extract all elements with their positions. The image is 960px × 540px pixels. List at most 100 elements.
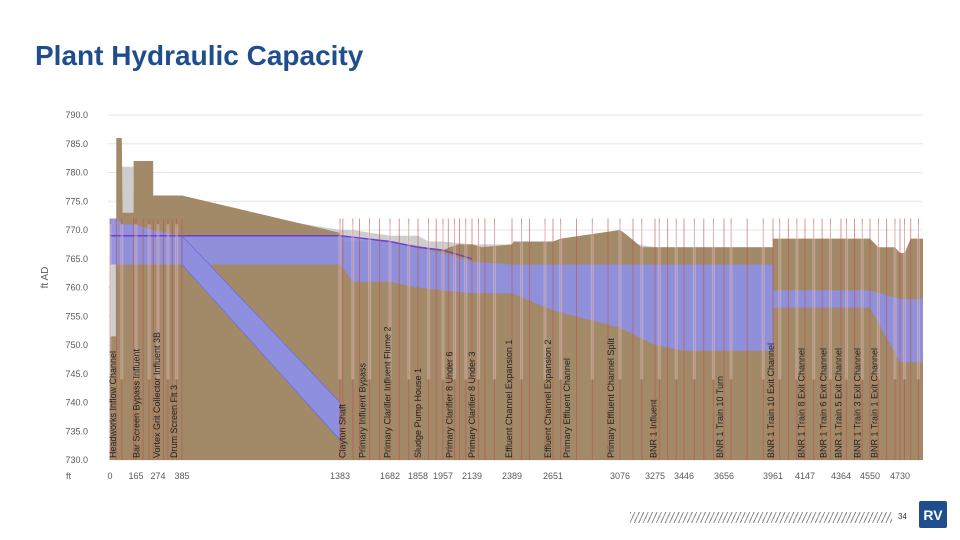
chart-structure-labels: Headworks Inflow Channel Bar Screen Bypas… bbox=[108, 326, 880, 458]
structure-window bbox=[338, 224, 342, 380]
structure-window bbox=[351, 224, 355, 380]
x-axis-label: ft bbox=[66, 471, 72, 481]
page-title: Plant Hydraulic Capacity bbox=[35, 40, 364, 71]
x-tick-label: 2139 bbox=[462, 471, 482, 481]
hgl-band bbox=[110, 218, 923, 363]
y-tick-label: 770.0 bbox=[65, 225, 88, 235]
structure-window bbox=[828, 224, 832, 380]
structure-window bbox=[108, 224, 112, 380]
x-tick-label: 1957 bbox=[433, 471, 453, 481]
structure-window bbox=[876, 224, 880, 380]
x-tick-label: 1682 bbox=[380, 471, 400, 481]
structure-window bbox=[120, 224, 124, 380]
chart-areas bbox=[110, 138, 923, 461]
structure-label: BNR 1 Train 10 Exit Channel bbox=[766, 343, 776, 458]
x-tick-label: 1383 bbox=[330, 471, 350, 481]
structure-window bbox=[453, 224, 457, 380]
structure-label: Bar Screen Bypass Influent bbox=[132, 348, 142, 458]
y-tick-label: 780.0 bbox=[65, 168, 88, 178]
structure-window bbox=[711, 224, 715, 380]
structure-window bbox=[812, 224, 816, 380]
structure-label: BNR 1 Influent bbox=[649, 399, 659, 458]
structure-label: Effluent Channel Expansion 1 bbox=[504, 340, 514, 458]
structure-window bbox=[761, 224, 765, 380]
x-tick-label: 3275 bbox=[645, 471, 665, 481]
structure-window bbox=[441, 224, 445, 380]
y-tick-label: 735.0 bbox=[65, 426, 88, 436]
structure-label: Primary Clarifier 8 Under 3 bbox=[467, 351, 477, 458]
structure-window bbox=[893, 224, 897, 380]
structure-window bbox=[543, 224, 547, 380]
structure-window bbox=[795, 224, 799, 380]
structure-window bbox=[464, 224, 468, 380]
y-tick-label: 745.0 bbox=[65, 369, 88, 379]
y-tick-label: 785.0 bbox=[65, 139, 88, 149]
x-tick-label: 2389 bbox=[502, 471, 522, 481]
structure-label: BNR 1 Train 8 Exit Channel bbox=[797, 348, 807, 458]
structure-window bbox=[729, 224, 733, 380]
x-tick-label: 4364 bbox=[831, 471, 851, 481]
structure-window bbox=[427, 224, 431, 380]
x-tick-label: 4147 bbox=[795, 471, 815, 481]
structure-window bbox=[147, 224, 151, 380]
structure-window bbox=[134, 224, 138, 380]
y-tick-label: 765.0 bbox=[65, 254, 88, 264]
structure-window bbox=[477, 224, 481, 380]
structure-window bbox=[618, 224, 622, 380]
hgl-line bbox=[110, 235, 473, 260]
structure-window bbox=[860, 224, 864, 380]
x-tick-label: 3961 bbox=[763, 471, 783, 481]
structure-window bbox=[845, 224, 849, 380]
structure-label: BNR 1 Train 10 Turn bbox=[715, 376, 725, 458]
svg-text:RV: RV bbox=[923, 507, 943, 523]
chart-axes: 790.0 785.0 780.0 775.0 770.0 765.0 760.0 755.0… bbox=[40, 110, 910, 481]
x-tick-label: 0 bbox=[107, 471, 112, 481]
x-tick-label: 385 bbox=[174, 471, 189, 481]
x-tick-label: 3446 bbox=[674, 471, 694, 481]
structure-window bbox=[903, 224, 907, 380]
y-tick-label: 760.0 bbox=[65, 283, 88, 293]
structure-window bbox=[640, 224, 644, 380]
structure-window bbox=[657, 224, 661, 380]
structure-label: BNR 1 Train 6 Exit Channel bbox=[818, 348, 828, 458]
y-tick-label: 730.0 bbox=[65, 455, 88, 465]
x-tick-label: 2651 bbox=[543, 471, 563, 481]
structure-window bbox=[175, 224, 179, 380]
structure-window bbox=[916, 224, 920, 380]
y-tick-label: 790.0 bbox=[65, 110, 88, 120]
structure-label: Sludge Pump House 1 bbox=[413, 368, 423, 458]
page-number: 34 bbox=[898, 512, 907, 521]
structure-window bbox=[520, 224, 524, 380]
structure-label: Primary Clarifier 8 Under 6 bbox=[445, 351, 455, 458]
x-tick-label: 165 bbox=[128, 471, 143, 481]
structure-label: Headworks Inflow Channel bbox=[108, 351, 118, 458]
structure-label: Primary Clarifier Influent Flume 2 bbox=[383, 326, 393, 458]
structure-label: Clayton Shaft bbox=[338, 403, 348, 458]
structure-window bbox=[156, 224, 160, 380]
y-axis-label: ft AD bbox=[40, 267, 51, 289]
x-tick-label: 4550 bbox=[860, 471, 880, 481]
structure-label: Vortex Grit Collector Influent 3B bbox=[152, 332, 162, 458]
structure-window bbox=[166, 224, 170, 380]
structure-label: Primary Influent Bypass bbox=[358, 362, 368, 458]
x-tick-label: 4730 bbox=[890, 471, 910, 481]
x-tick-label: 274 bbox=[150, 471, 165, 481]
structure-window bbox=[590, 224, 594, 380]
footer-hatch-decoration bbox=[630, 512, 892, 523]
y-tick-label: 750.0 bbox=[65, 340, 88, 350]
y-tick-label: 775.0 bbox=[65, 196, 88, 206]
structure-label: BNR 1 Train 5 Exit Channel bbox=[833, 348, 843, 458]
structure-label: Drum Screen Flt 3 bbox=[169, 385, 179, 458]
structure-label: Primary Effluent Channel Split bbox=[606, 338, 616, 458]
y-tick-label: 740.0 bbox=[65, 398, 88, 408]
structure-window bbox=[778, 224, 782, 380]
structure-window bbox=[559, 224, 563, 380]
structure-window bbox=[674, 224, 678, 380]
structure-label: Primary Effluent Channel bbox=[562, 358, 572, 458]
structure-label: BNR 1 Train 3 Exit Channel bbox=[852, 348, 862, 458]
x-tick-label: 3656 bbox=[714, 471, 734, 481]
y-tick-label: 755.0 bbox=[65, 311, 88, 321]
company-logo-icon: RV bbox=[919, 501, 947, 528]
x-tick-label: 3076 bbox=[610, 471, 630, 481]
